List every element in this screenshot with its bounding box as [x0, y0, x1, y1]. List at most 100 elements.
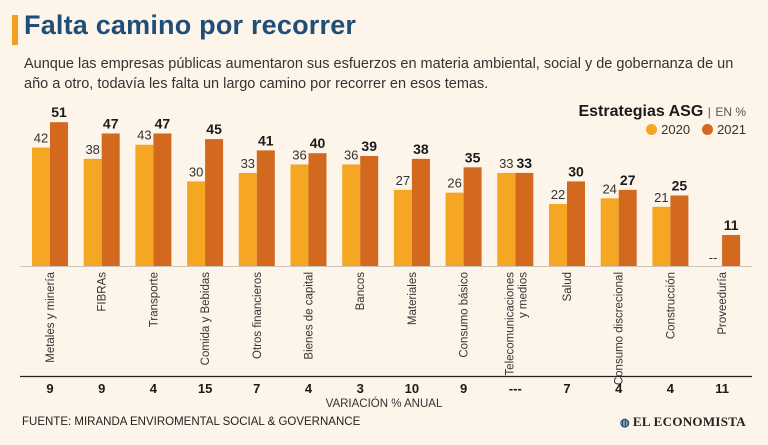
bar-2020: [342, 164, 361, 266]
data-label-2021: 30: [568, 163, 584, 179]
data-label-2020: 43: [137, 128, 151, 143]
data-label-2020: 24: [602, 181, 616, 196]
category-label-line: Consumo discrecional: [614, 272, 626, 385]
category-label-line: Materiales: [407, 272, 419, 325]
category-label-line: FIBRAs: [97, 272, 109, 312]
category-label: Proveeduría: [717, 271, 729, 334]
data-label-2021: 47: [103, 115, 119, 131]
bar-2020: [600, 198, 619, 266]
legend-swatch-2020: [646, 124, 658, 135]
data-label-2020: 38: [85, 142, 99, 157]
legend-title-text: Estrategias ASG: [578, 103, 704, 120]
bar-2020: [290, 164, 309, 266]
variation-value: 9: [98, 381, 105, 396]
category-label-line: Proveeduría: [717, 271, 729, 334]
data-label-2021: 41: [258, 132, 274, 148]
category-label-line: Transporte: [148, 272, 160, 327]
data-label-2020: 33: [499, 156, 513, 171]
legend: 2020 2021: [646, 122, 746, 137]
data-label-2020: 33: [241, 156, 255, 171]
data-label-2020: 26: [447, 176, 461, 191]
brand-name: EL ECONOMISTA: [632, 414, 746, 429]
variation-value: 9: [46, 381, 53, 396]
bar-2020: [445, 192, 464, 266]
bar-2021: [463, 167, 482, 266]
category-label: Telecomunicacionesy medios: [504, 272, 529, 376]
category-label: Transporte: [148, 272, 160, 327]
brand-logo: ◍ EL ECONOMISTA: [620, 414, 746, 430]
legend-title: Estrategias ASG | EN %: [578, 103, 746, 121]
bar-2021: [308, 153, 327, 266]
bar-2020: [238, 172, 257, 266]
data-label-2021: 51: [51, 104, 67, 120]
bar-2021: [722, 234, 741, 266]
data-label-2020: 27: [396, 173, 410, 188]
data-label-2021: 27: [620, 172, 636, 188]
data-label-2021: 38: [413, 141, 429, 157]
data-label-2020: 21: [654, 190, 668, 205]
bar-2020: [652, 206, 671, 266]
bar-2021: [360, 156, 379, 266]
category-label: Comida y Bebidas: [200, 272, 212, 366]
category-label-line: Comida y Bebidas: [200, 272, 212, 366]
bar-2020: [187, 181, 206, 266]
variation-value: 4: [667, 381, 675, 396]
title-accent-bar: [12, 15, 18, 45]
page-subtitle: Aunque las empresas públicas aumentaron …: [24, 56, 734, 92]
variation-value: 9: [460, 381, 467, 396]
legend-item-2021: 2021: [702, 122, 746, 137]
bar-2020: [32, 147, 50, 266]
data-label-2021: 47: [155, 115, 171, 131]
bar-2021: [670, 195, 689, 266]
category-label-line: Construcción: [665, 272, 677, 339]
brand-icon: ◍: [619, 417, 630, 429]
category-label-line: Bancos: [355, 272, 367, 311]
legend-label-2020: 2020: [661, 122, 691, 137]
category-label: Salud: [562, 272, 574, 301]
legend-unit: EN %: [715, 105, 746, 119]
variation-value: 15: [198, 381, 212, 396]
variation-value: ---: [509, 381, 522, 396]
category-label-line: y medios: [517, 272, 529, 318]
page-title: Falta camino por recorrer: [24, 10, 357, 40]
variation-value: 10: [405, 381, 419, 396]
variation-value: 3: [357, 381, 364, 396]
category-label: Bienes de capital: [304, 272, 316, 360]
variation-value: 4: [150, 381, 158, 396]
data-label-2020: 22: [551, 187, 565, 202]
data-label-2020: 36: [292, 147, 306, 162]
bar-2021: [205, 139, 224, 266]
bar-2021: [411, 158, 430, 266]
legend-unit-sep: |: [707, 105, 711, 119]
data-label-2021: 35: [465, 149, 481, 165]
data-label-2020: --: [709, 250, 718, 265]
variation-value: 7: [563, 381, 570, 396]
category-label-line: Telecomunicaciones: [504, 272, 516, 376]
category-label-line: Consumo básico: [459, 272, 471, 358]
legend-label-2021: 2021: [717, 122, 746, 137]
category-label: Otros financieros: [252, 272, 264, 359]
bar-2021: [618, 189, 637, 266]
bar-2021: [515, 172, 534, 266]
category-label: Consumo básico: [459, 272, 471, 358]
data-label-2021: 40: [310, 135, 326, 151]
variation-axis-label: VARIACIÓN % ANUAL: [325, 398, 443, 410]
bar-2020: [393, 189, 412, 266]
variation-value: 11: [715, 381, 729, 396]
category-label: Consumo discrecional: [614, 272, 626, 385]
legend-item-2020: 2020: [646, 122, 690, 137]
bar-2020: [135, 144, 154, 266]
data-label-2020: 42: [34, 131, 48, 146]
data-label-2021: 45: [206, 121, 222, 137]
bar-2021: [50, 122, 68, 267]
category-label: Metales y minería: [45, 271, 57, 362]
variation-value: 7: [253, 381, 260, 396]
category-label: Bancos: [355, 272, 367, 311]
data-label-2021: 25: [672, 178, 688, 194]
bar-2020: [549, 203, 567, 266]
data-label-2021: 39: [361, 138, 377, 154]
bar-2020: [83, 158, 102, 266]
data-label-2020: 36: [344, 147, 358, 162]
source-note: FUENTE: MIRANDA ENVIROMENTAL SOCIAL & GO…: [22, 416, 361, 428]
